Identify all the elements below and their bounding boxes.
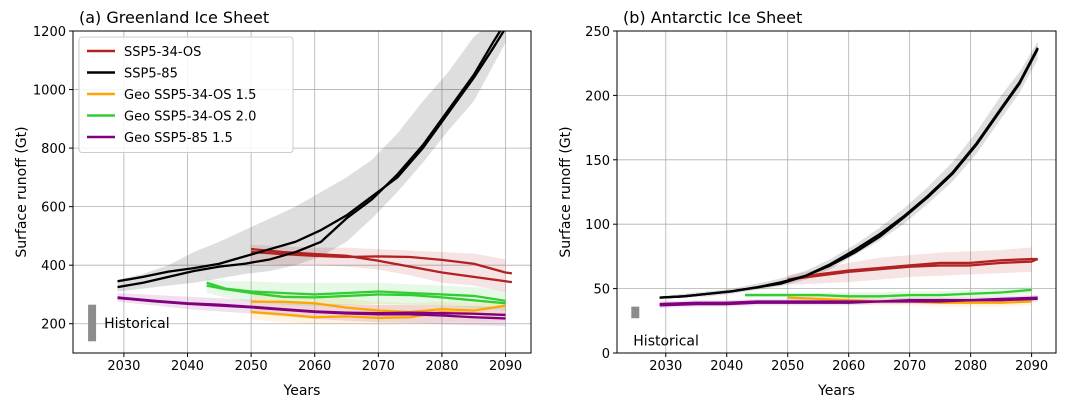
- x-tick-label: 2090: [1015, 359, 1048, 374]
- uncertainty-band: [117, 31, 506, 292]
- x-tick-label: 2030: [649, 359, 682, 374]
- x-tick-label: 2090: [489, 359, 522, 374]
- series-line: [787, 257, 1039, 281]
- x-tick-label: 2080: [954, 359, 987, 374]
- plot-area: [659, 41, 1039, 308]
- uncertainty-band: [659, 41, 1038, 299]
- chart-title: (a) Greenland Ice Sheet: [79, 8, 269, 27]
- series-line: [787, 257, 1038, 281]
- series-line: [251, 247, 513, 284]
- x-tick-label: 2040: [171, 359, 204, 374]
- x-tick-label: 2050: [771, 359, 804, 374]
- legend-label: SSP5-85: [124, 67, 178, 82]
- historical-label: Historical: [104, 316, 170, 332]
- legend-label: SSP5-34-OS: [124, 45, 201, 60]
- panel-antarctic: Historical 2030 2040 2050 2060 2070 2080 2090 0 5…: [558, 8, 1057, 399]
- legend-label: Geo SSP5-34-OS 1.5: [124, 88, 256, 103]
- legend-label: Geo SSP5-34-OS 2.0: [124, 110, 256, 125]
- y-axis-label: Surface runoff (Gt): [14, 126, 30, 257]
- legend-label: Geo SSP5-85 1.5: [124, 131, 233, 146]
- x-tick-label: 2030: [107, 359, 140, 374]
- y-tick-label: 400: [41, 259, 66, 274]
- series-line: [117, 31, 502, 289]
- x-tick-label: 2040: [710, 359, 743, 374]
- y-tick-label: 600: [41, 201, 66, 216]
- x-tick-label: 2060: [832, 359, 865, 374]
- legend-box: [78, 36, 294, 153]
- y-tick-label: 250: [585, 25, 610, 40]
- series-line: [659, 48, 1039, 299]
- series-line: [251, 250, 513, 275]
- series-line: [117, 31, 506, 283]
- series-line: [206, 284, 506, 305]
- x-axis-label: Years: [283, 383, 321, 399]
- x-axis-label: Years: [817, 383, 855, 399]
- y-tick-label: 50: [593, 283, 610, 298]
- y-tick-label: 200: [585, 89, 610, 104]
- y-tick-label: 100: [585, 218, 610, 233]
- chart-title: (b) Antarctic Ice Sheet: [623, 8, 802, 27]
- series-line: [745, 288, 1032, 298]
- y-tick-label: 150: [585, 154, 610, 169]
- x-tick-label: 2080: [425, 359, 458, 374]
- y-tick-label: 1200: [33, 25, 66, 40]
- plot-area: [117, 31, 513, 327]
- series-line: [206, 281, 506, 303]
- y-axis-label: Surface runoff (Gt): [558, 126, 574, 257]
- y-tick-label: 200: [41, 318, 66, 333]
- x-tick-label: 2050: [235, 359, 268, 374]
- axes-frame: [72, 30, 532, 354]
- x-tick-label: 2060: [298, 359, 331, 374]
- x-tick-label: 2070: [893, 359, 926, 374]
- axes-frame: [616, 30, 1057, 354]
- panel-greenland: Historical 2030 2040 2050 2060 2070 2080 2090 20…: [14, 8, 532, 399]
- y-tick-label: 0: [602, 347, 610, 362]
- x-tick-label: 2070: [362, 359, 395, 374]
- series-line: [659, 297, 1038, 307]
- series-line: [117, 296, 506, 320]
- historical-label: Historical: [633, 333, 699, 349]
- historical-bar: [88, 304, 97, 342]
- y-tick-label: 1000: [33, 84, 66, 99]
- historical-bar: [631, 306, 640, 319]
- y-tick-label: 800: [41, 142, 66, 157]
- series-line: [251, 300, 506, 314]
